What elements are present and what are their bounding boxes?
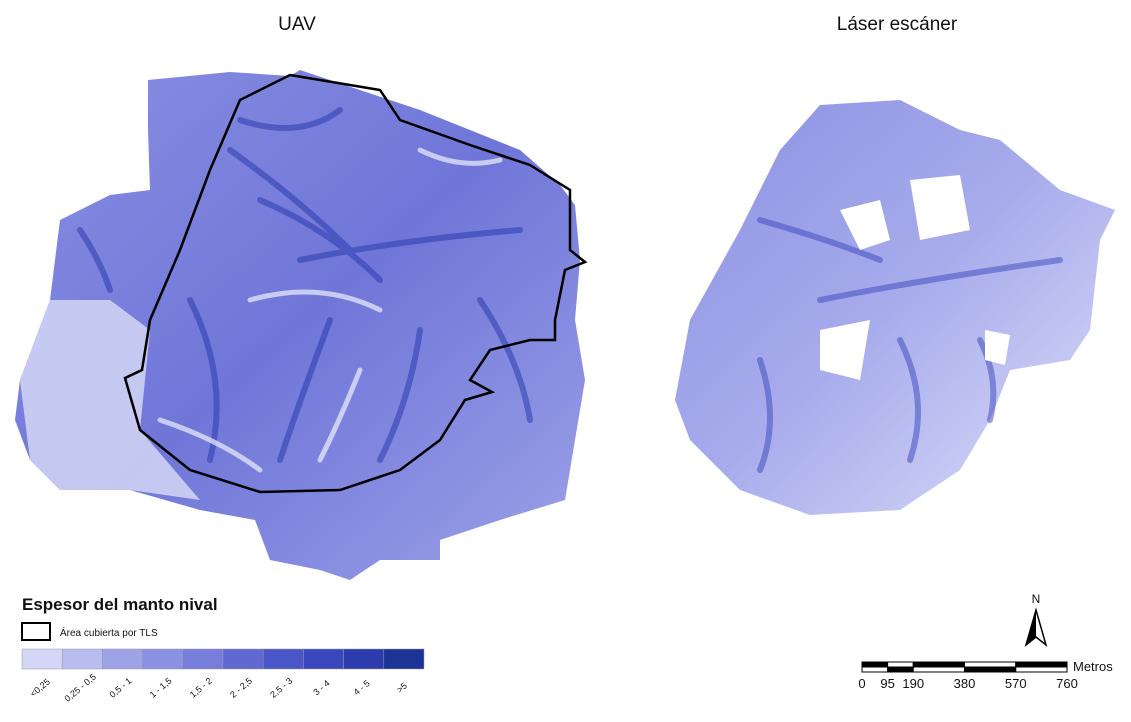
legend-title: Espesor del manto nival xyxy=(22,595,218,614)
legend-label: 2 - 2,5 xyxy=(228,676,254,700)
legend-label: >5 xyxy=(395,681,409,695)
legend-label: 2,5 - 3 xyxy=(268,676,294,700)
scale-tick-label: 380 xyxy=(954,676,976,691)
scale-unit: Metros xyxy=(1073,659,1113,674)
legend-swatch xyxy=(223,649,263,669)
scale-segment xyxy=(965,667,1016,672)
legend-label: 0,5 - 1 xyxy=(107,676,133,700)
scale-tick-label: 95 xyxy=(880,676,894,691)
legend-classes: <0,25 0,25 - 0,5 0,5 - 1 1 - 1,5 1,5 - 2 2 - … xyxy=(22,649,424,704)
legend-swatch xyxy=(102,649,142,669)
scale-segment xyxy=(913,667,964,672)
scale-segment xyxy=(862,662,888,667)
legend-swatch xyxy=(263,649,303,669)
legend-label: 1 - 1,5 xyxy=(148,676,174,700)
scale-tick-label: 570 xyxy=(1005,676,1027,691)
legend-swatch xyxy=(303,649,343,669)
legend-swatch xyxy=(344,649,384,669)
scale-segment xyxy=(1016,662,1067,667)
legend-label: 1,5 - 2 xyxy=(188,676,214,700)
map-title: UAV xyxy=(278,14,316,35)
scale-tick-label: 0 xyxy=(858,676,865,691)
legend-swatch xyxy=(62,649,102,669)
scale-bar: 0 95 190 380 570 760 Metros xyxy=(858,659,1113,691)
legend-label: 3 - 4 xyxy=(311,678,331,697)
legend-outline-label: Área cubierta por TLS xyxy=(60,626,158,639)
north-label: N xyxy=(1032,592,1041,606)
legend-swatch xyxy=(22,649,62,669)
map-title: Láser escáner xyxy=(837,14,958,35)
legend-label: 4 - 5 xyxy=(352,678,372,697)
tls-map xyxy=(675,100,1115,515)
scale-tick-label: 190 xyxy=(902,676,924,691)
scale-segment xyxy=(888,662,914,667)
legend-outline-swatch xyxy=(22,623,50,640)
scale-tick-label: 760 xyxy=(1056,676,1078,691)
scale-segment xyxy=(1016,667,1067,672)
north-arrow: N xyxy=(1026,592,1046,645)
uav-map xyxy=(15,70,585,580)
legend-swatch xyxy=(143,649,183,669)
map-figure: UAV Láser escáner Espesor del manto n xyxy=(0,0,1131,722)
legend-label: <0,25 xyxy=(28,677,52,699)
scale-segment xyxy=(862,667,888,672)
legend-swatch xyxy=(384,649,424,669)
scale-segment xyxy=(965,662,1016,667)
scale-segment xyxy=(913,662,964,667)
legend-label: 0,25 - 0,5 xyxy=(62,672,98,704)
scale-segment xyxy=(888,667,914,672)
legend-swatch xyxy=(183,649,223,669)
